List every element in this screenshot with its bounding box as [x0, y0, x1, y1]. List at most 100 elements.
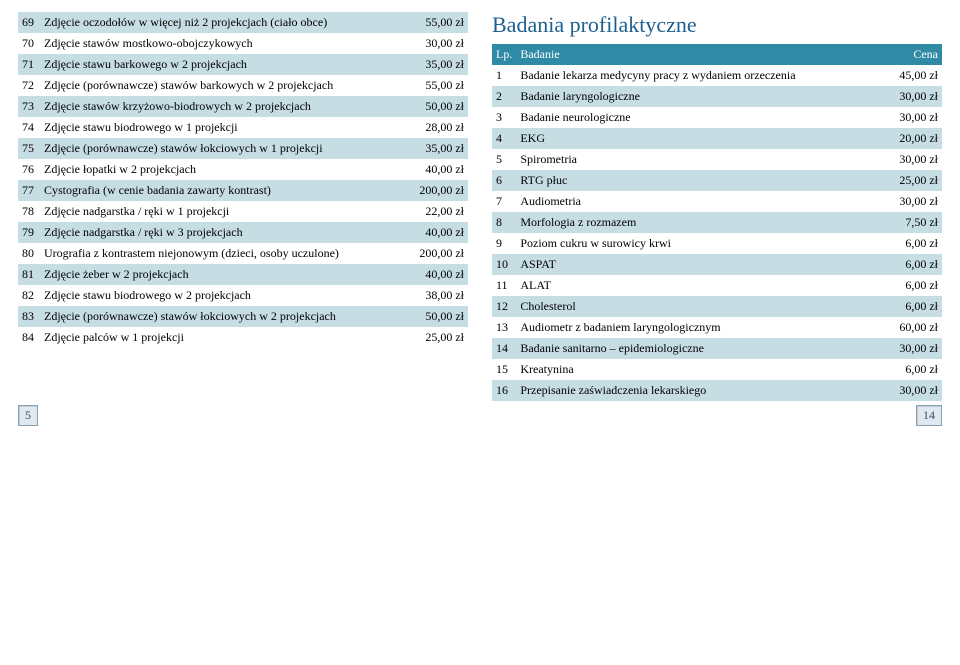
- row-index: 12: [492, 296, 516, 317]
- row-desc: ALAT: [516, 275, 881, 296]
- row-index: 13: [492, 317, 516, 338]
- row-index: 7: [492, 191, 516, 212]
- hdr-lp: Lp.: [492, 44, 516, 65]
- row-desc: Audiometria: [516, 191, 881, 212]
- page: 69Zdjęcie oczodołów w więcej niż 2 proje…: [18, 12, 942, 401]
- row-price: 25,00 zł: [405, 327, 468, 348]
- row-index: 80: [18, 243, 40, 264]
- table-row: 70Zdjęcie stawów mostkowo-obojczykowych3…: [18, 33, 468, 54]
- row-price: 200,00 zł: [405, 180, 468, 201]
- row-price: 200,00 zł: [405, 243, 468, 264]
- row-price: 45,00 zł: [882, 65, 942, 86]
- row-price: 7,50 zł: [882, 212, 942, 233]
- right-heading: Badania profilaktyczne: [492, 12, 942, 38]
- table-row: 8Morfologia z rozmazem7,50 zł: [492, 212, 942, 233]
- row-desc: Morfologia z rozmazem: [516, 212, 881, 233]
- table-row: 83Zdjęcie (porównawcze) stawów łokciowyc…: [18, 306, 468, 327]
- row-price: 30,00 zł: [882, 191, 942, 212]
- row-index: 70: [18, 33, 40, 54]
- row-price: 50,00 zł: [405, 96, 468, 117]
- row-desc: Zdjęcie oczodołów w więcej niż 2 projekc…: [40, 12, 405, 33]
- row-desc: ASPAT: [516, 254, 881, 275]
- table-row: 1Badanie lekarza medycyny pracy z wydani…: [492, 65, 942, 86]
- table-row: 13Audiometr z badaniem laryngologicznym6…: [492, 317, 942, 338]
- table-row: 75Zdjęcie (porównawcze) stawów łokciowyc…: [18, 138, 468, 159]
- row-index: 11: [492, 275, 516, 296]
- row-index: 83: [18, 306, 40, 327]
- row-price: 6,00 zł: [882, 296, 942, 317]
- table-row: 5Spirometria30,00 zł: [492, 149, 942, 170]
- table-row: 74Zdjęcie stawu biodrowego w 1 projekcji…: [18, 117, 468, 138]
- row-index: 77: [18, 180, 40, 201]
- row-index: 72: [18, 75, 40, 96]
- row-desc: Zdjęcie palców w 1 projekcji: [40, 327, 405, 348]
- row-desc: Kreatynina: [516, 359, 881, 380]
- row-price: 20,00 zł: [882, 128, 942, 149]
- table-row: 10ASPAT6,00 zł: [492, 254, 942, 275]
- row-price: 30,00 zł: [882, 107, 942, 128]
- row-price: 55,00 zł: [405, 12, 468, 33]
- table-row: 11ALAT6,00 zł: [492, 275, 942, 296]
- right-column: Badania profilaktyczne Lp. Badanie Cena …: [492, 12, 942, 401]
- row-index: 8: [492, 212, 516, 233]
- row-price: 40,00 zł: [405, 222, 468, 243]
- right-table-header: Lp. Badanie Cena: [492, 44, 942, 65]
- footer: 5 14: [18, 405, 942, 426]
- table-row: 9Poziom cukru w surowicy krwi6,00 zł: [492, 233, 942, 254]
- row-desc: Zdjęcie nadgarstka / ręki w 3 projekcjac…: [40, 222, 405, 243]
- row-desc: Zdjęcie (porównawcze) stawów łokciowych …: [40, 138, 405, 159]
- table-row: 6RTG płuc25,00 zł: [492, 170, 942, 191]
- row-desc: Przepisanie zaświadczenia lekarskiego: [516, 380, 881, 401]
- row-index: 3: [492, 107, 516, 128]
- row-price: 30,00 zł: [882, 149, 942, 170]
- row-index: 6: [492, 170, 516, 191]
- row-desc: Zdjęcie nadgarstka / ręki w 1 projekcji: [40, 201, 405, 222]
- row-price: 25,00 zł: [882, 170, 942, 191]
- row-index: 84: [18, 327, 40, 348]
- row-desc: Cholesterol: [516, 296, 881, 317]
- row-index: 10: [492, 254, 516, 275]
- row-desc: Zdjęcie stawu biodrowego w 1 projekcji: [40, 117, 405, 138]
- row-desc: Zdjęcie stawów krzyżowo-biodrowych w 2 p…: [40, 96, 405, 117]
- row-price: 35,00 zł: [405, 138, 468, 159]
- table-row: 78Zdjęcie nadgarstka / ręki w 1 projekcj…: [18, 201, 468, 222]
- row-price: 30,00 zł: [882, 380, 942, 401]
- row-desc: Zdjęcie stawu biodrowego w 2 projekcjach: [40, 285, 405, 306]
- table-row: 7Audiometria30,00 zł: [492, 191, 942, 212]
- hdr-cena: Cena: [882, 44, 942, 65]
- row-index: 73: [18, 96, 40, 117]
- table-row: 3Badanie neurologiczne30,00 zł: [492, 107, 942, 128]
- row-price: 50,00 zł: [405, 306, 468, 327]
- row-index: 71: [18, 54, 40, 75]
- page-number-right: 14: [916, 405, 942, 426]
- row-desc: Zdjęcie (porównawcze) stawów barkowych w…: [40, 75, 405, 96]
- row-index: 1: [492, 65, 516, 86]
- row-desc: Badanie laryngologiczne: [516, 86, 881, 107]
- left-table: 69Zdjęcie oczodołów w więcej niż 2 proje…: [18, 12, 468, 348]
- row-price: 38,00 zł: [405, 285, 468, 306]
- table-row: 79Zdjęcie nadgarstka / ręki w 3 projekcj…: [18, 222, 468, 243]
- left-column: 69Zdjęcie oczodołów w więcej niż 2 proje…: [18, 12, 468, 401]
- row-index: 75: [18, 138, 40, 159]
- table-row: 71Zdjęcie stawu barkowego w 2 projekcjac…: [18, 54, 468, 75]
- row-desc: Zdjęcie żeber w 2 projekcjach: [40, 264, 405, 285]
- row-index: 69: [18, 12, 40, 33]
- row-index: 4: [492, 128, 516, 149]
- row-desc: Zdjęcie łopatki w 2 projekcjach: [40, 159, 405, 180]
- row-desc: Urografia z kontrastem niejonowym (dziec…: [40, 243, 405, 264]
- row-index: 15: [492, 359, 516, 380]
- table-row: 77Cystografia (w cenie badania zawarty k…: [18, 180, 468, 201]
- table-row: 81Zdjęcie żeber w 2 projekcjach40,00 zł: [18, 264, 468, 285]
- row-index: 5: [492, 149, 516, 170]
- row-index: 74: [18, 117, 40, 138]
- row-desc: Poziom cukru w surowicy krwi: [516, 233, 881, 254]
- table-row: 2Badanie laryngologiczne30,00 zł: [492, 86, 942, 107]
- row-desc: Spirometria: [516, 149, 881, 170]
- row-desc: Badanie lekarza medycyny pracy z wydanie…: [516, 65, 881, 86]
- table-row: 69Zdjęcie oczodołów w więcej niż 2 proje…: [18, 12, 468, 33]
- row-index: 76: [18, 159, 40, 180]
- row-price: 6,00 zł: [882, 359, 942, 380]
- table-row: 14Badanie sanitarno – epidemiologiczne30…: [492, 338, 942, 359]
- row-price: 40,00 zł: [405, 264, 468, 285]
- row-desc: Badanie neurologiczne: [516, 107, 881, 128]
